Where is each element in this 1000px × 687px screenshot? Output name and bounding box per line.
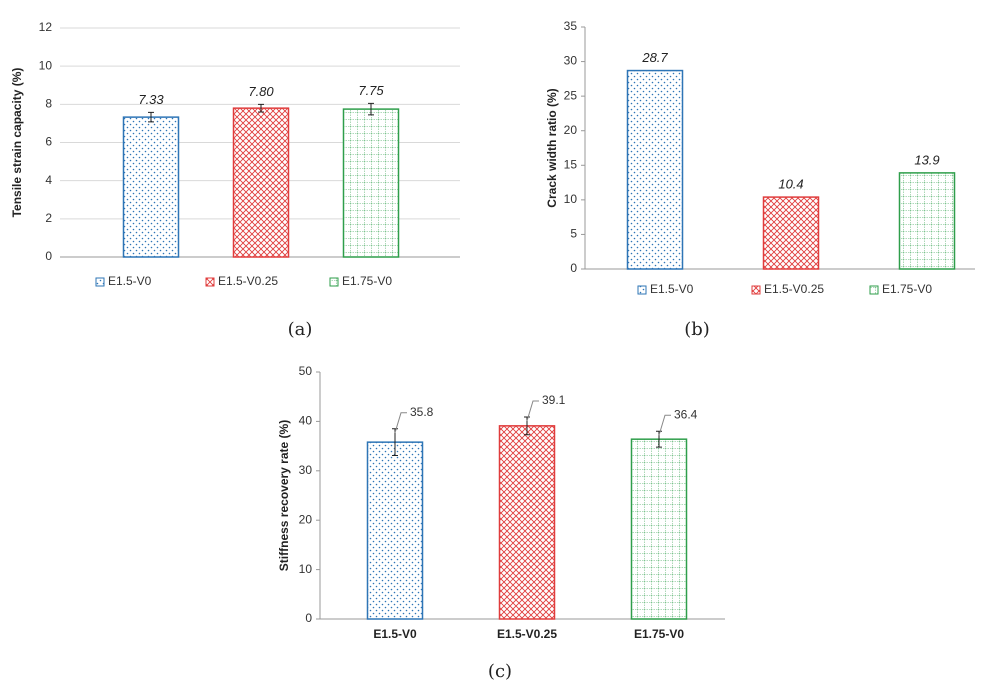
- y-tick-label: 20: [299, 512, 313, 526]
- y-tick-label: 0: [570, 261, 577, 275]
- caption: (c): [488, 661, 512, 682]
- value-label: 28.7: [641, 50, 668, 65]
- y-tick-label: 20: [564, 123, 578, 137]
- value-label: 35.8: [410, 405, 434, 419]
- label-leader: [658, 414, 671, 436]
- legend-swatch: [869, 285, 879, 295]
- error-bar: [148, 111, 154, 123]
- y-tick-label: 10: [564, 192, 578, 206]
- y-axis-label: Stiffness recovery rate (%): [277, 420, 291, 571]
- value-label: 7.33: [138, 92, 164, 107]
- error-bar: [258, 103, 264, 113]
- label-leader: [394, 412, 407, 433]
- legend-label: E1.5-V0: [108, 274, 152, 288]
- legend-swatch: [329, 277, 339, 287]
- legend-label: E1.5-V0.25: [764, 282, 824, 296]
- bar: [762, 196, 820, 270]
- bar: [366, 441, 424, 620]
- y-tick-label: 6: [45, 135, 52, 149]
- value-label: 10.4: [778, 177, 803, 192]
- legend-label: E1.75-V0: [882, 282, 932, 296]
- y-tick-label: 15: [564, 157, 578, 171]
- y-tick-label: 40: [299, 414, 313, 428]
- y-tick-label: 12: [39, 20, 53, 34]
- y-tick-label: 25: [564, 88, 578, 102]
- y-axis-label: Tensile strain capacity (%): [10, 68, 24, 218]
- value-label: 39.1: [542, 393, 566, 407]
- bar: [498, 425, 556, 620]
- legend-swatch: [751, 285, 761, 295]
- legend-swatch: [637, 285, 647, 295]
- bar: [122, 116, 180, 258]
- bar: [232, 107, 290, 258]
- y-tick-label: 35: [564, 19, 578, 33]
- y-tick-label: 30: [564, 54, 578, 68]
- y-axis-label: Crack width ratio (%): [545, 88, 559, 207]
- y-tick-label: 8: [45, 97, 52, 111]
- bar: [342, 108, 400, 258]
- value-label: 13.9: [914, 152, 939, 167]
- value-label: 7.75: [358, 83, 384, 98]
- caption: (b): [684, 319, 710, 340]
- value-label: 7.80: [248, 84, 274, 99]
- caption: (a): [288, 319, 313, 340]
- error-bar: [368, 102, 374, 116]
- legend-label: E1.5-V0: [650, 282, 694, 296]
- bar: [626, 69, 684, 270]
- bar: [630, 438, 688, 620]
- y-tick-label: 4: [45, 173, 52, 187]
- legend-label: E1.75-V0: [342, 274, 392, 288]
- y-tick-label: 10: [299, 562, 313, 576]
- y-tick-label: 0: [305, 611, 312, 625]
- x-tick-label: E1.5-V0: [373, 627, 417, 641]
- legend-label: E1.5-V0.25: [218, 274, 278, 288]
- x-tick-label: E1.5-V0.25: [497, 627, 557, 641]
- legend-swatch: [205, 277, 215, 287]
- y-tick-label: 0: [45, 249, 52, 263]
- error-bar: [392, 428, 398, 456]
- label-leader: [526, 400, 539, 422]
- y-tick-label: 2: [45, 211, 52, 225]
- y-tick-label: 30: [299, 463, 313, 477]
- bar: [898, 172, 956, 270]
- y-tick-label: 10: [39, 58, 53, 72]
- legend-swatch: [95, 277, 105, 287]
- y-tick-label: 5: [570, 227, 577, 241]
- value-label: 36.4: [674, 407, 698, 421]
- x-tick-label: E1.75-V0: [634, 627, 684, 641]
- y-tick-label: 50: [299, 364, 313, 378]
